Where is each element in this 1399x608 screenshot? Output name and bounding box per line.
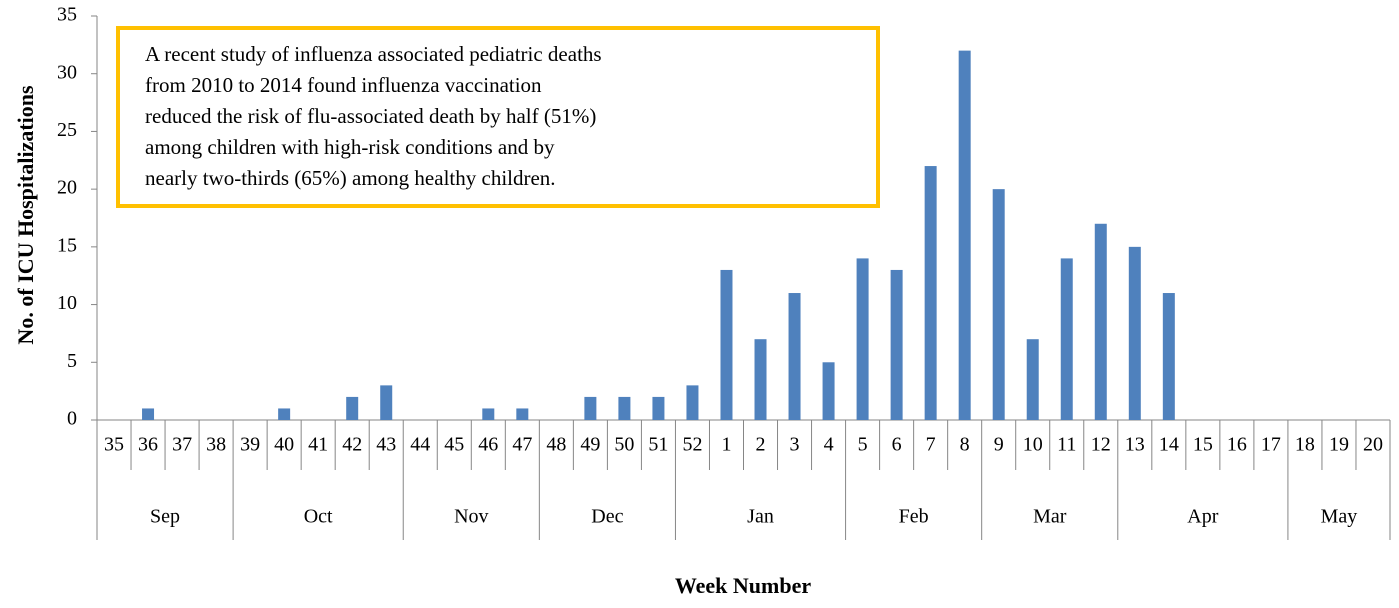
annotation-line: reduced the risk of flu-associated death… — [145, 104, 596, 128]
bar — [890, 269, 903, 420]
bar — [1026, 339, 1039, 420]
bar — [1128, 246, 1141, 420]
bar — [482, 408, 495, 420]
x-tick-label: 18 — [1295, 434, 1315, 456]
x-tick-label: 14 — [1159, 434, 1179, 456]
x-tick-label: 52 — [682, 434, 702, 456]
x-tick-label: 47 — [512, 434, 532, 456]
bar — [788, 293, 801, 420]
x-tick-label: 2 — [756, 434, 766, 456]
x-tick-label: 44 — [410, 434, 430, 456]
x-tick-label: 12 — [1091, 434, 1111, 456]
group-label: Mar — [1033, 506, 1067, 528]
bar — [584, 396, 597, 420]
bar — [1060, 258, 1073, 420]
x-tick-label: 38 — [206, 434, 226, 456]
bar — [142, 408, 155, 420]
y-axis-label: No. of ICU Hospitalizations — [13, 85, 38, 345]
y-tick-label: 5 — [67, 350, 77, 372]
x-tick-label: 15 — [1193, 434, 1213, 456]
x-tick-label: 8 — [960, 434, 970, 456]
bar — [856, 258, 869, 420]
x-tick-label: 41 — [308, 434, 328, 456]
x-tick-label: 50 — [614, 434, 634, 456]
x-tick-label: 48 — [546, 434, 566, 456]
bar — [380, 385, 393, 420]
x-tick-label: 51 — [648, 434, 668, 456]
x-tick-label: 3 — [790, 434, 800, 456]
bar — [652, 396, 665, 420]
x-tick-label: 35 — [104, 434, 124, 456]
x-tick-label: 9 — [994, 434, 1004, 456]
x-axis-label: Week Number — [675, 573, 812, 598]
group-label: Dec — [591, 506, 623, 528]
x-tick-label: 16 — [1227, 434, 1247, 456]
annotation-line: among children with high-risk conditions… — [145, 135, 555, 159]
group-label: Sep — [150, 506, 180, 528]
x-tick-label: 39 — [240, 434, 260, 456]
x-tick-label: 46 — [478, 434, 498, 456]
bar — [992, 189, 1005, 420]
bar — [720, 269, 733, 420]
x-tick-label: 1 — [721, 434, 731, 456]
bar — [516, 408, 529, 420]
x-tick-label: 20 — [1363, 434, 1383, 456]
x-tick-label: 36 — [138, 434, 158, 456]
bar — [754, 339, 767, 420]
annotation-line: from 2010 to 2014 found influenza vaccin… — [145, 73, 542, 97]
x-tick-label: 45 — [444, 434, 464, 456]
y-tick-label: 10 — [57, 292, 77, 314]
annotation-box — [116, 26, 880, 208]
y-tick-label: 15 — [57, 234, 77, 256]
x-tick-label: 13 — [1125, 434, 1145, 456]
x-tick-label: 49 — [580, 434, 600, 456]
group-label: Oct — [304, 506, 333, 528]
x-tick-label: 11 — [1057, 434, 1076, 456]
x-tick-label: 10 — [1023, 434, 1043, 456]
y-tick-label: 20 — [57, 177, 77, 199]
bar — [346, 396, 359, 420]
x-tick-label: 4 — [824, 434, 834, 456]
annotation-line: nearly two-thirds (65%) among healthy ch… — [145, 166, 556, 190]
bar — [924, 166, 937, 420]
group-label: Feb — [899, 506, 929, 528]
annotation-line: A recent study of influenza associated p… — [145, 42, 602, 66]
group-label: May — [1321, 506, 1358, 528]
y-tick-label: 35 — [57, 4, 77, 26]
x-tick-label: 6 — [892, 434, 902, 456]
bar — [686, 385, 699, 420]
x-tick-label: 43 — [376, 434, 396, 456]
x-tick-label: 42 — [342, 434, 362, 456]
y-tick-label: 30 — [57, 61, 77, 83]
group-label: Jan — [747, 506, 774, 528]
x-tick-label: 37 — [172, 434, 192, 456]
group-label: Nov — [454, 506, 488, 528]
x-tick-label: 7 — [926, 434, 936, 456]
x-tick-label: 40 — [274, 434, 294, 456]
bar — [958, 50, 971, 420]
x-tick-label: 17 — [1261, 434, 1281, 456]
bar — [1162, 293, 1175, 420]
group-label: Apr — [1187, 506, 1218, 528]
bar — [618, 396, 631, 420]
bar — [1094, 223, 1107, 420]
x-tick-label: 19 — [1329, 434, 1349, 456]
bar — [278, 408, 291, 420]
y-tick-label: 25 — [57, 119, 77, 141]
x-tick-label: 5 — [858, 434, 868, 456]
bar — [822, 362, 835, 420]
y-tick-label: 0 — [67, 408, 77, 430]
